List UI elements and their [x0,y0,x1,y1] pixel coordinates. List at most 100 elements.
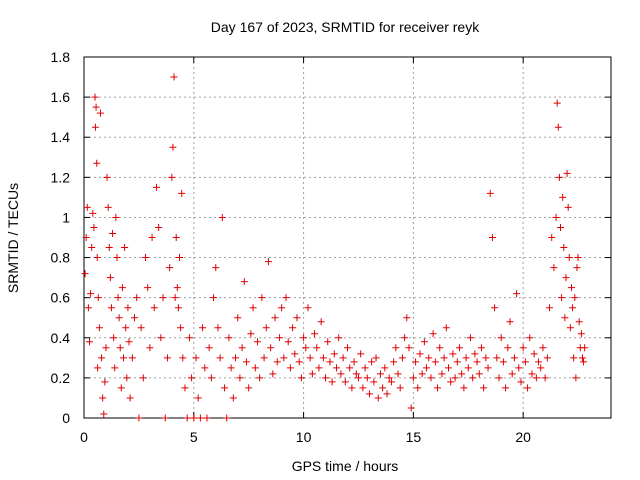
data-point [447,378,455,386]
data-point [374,394,382,402]
data-point [152,183,160,191]
data-point [508,370,516,378]
data-point [267,344,275,352]
y-tick-label: 1.8 [51,49,71,65]
data-point [326,358,334,366]
data-point [212,264,220,272]
data-point [398,354,406,362]
data-point [328,378,336,386]
data-point [176,254,184,262]
data-point [574,254,582,262]
data-point [569,304,577,312]
data-point [128,354,136,362]
data-point [159,294,167,302]
data-point [203,414,211,422]
data-point [420,338,428,346]
data-point [122,324,130,332]
data-point [100,410,108,418]
data-point [169,143,177,151]
x-tick-label: 15 [406,429,422,445]
data-point [361,364,369,372]
data-point [335,334,343,342]
data-point [350,358,358,366]
data-point [289,324,297,332]
data-point [407,404,415,412]
data-point [111,364,119,372]
data-point [513,290,521,298]
data-point [365,390,373,398]
data-point [352,370,360,378]
data-point [493,354,501,362]
data-point [245,384,253,392]
data-point [115,314,123,322]
data-point [207,374,215,382]
data-point [102,344,110,352]
data-point [92,103,100,111]
data-point [104,203,112,211]
data-point [141,254,149,262]
y-tick-label: 0.6 [51,290,71,306]
data-point [221,384,229,392]
data-point [565,254,573,262]
data-point [451,374,459,382]
data-point [101,378,109,386]
data-point [258,294,266,302]
data-point [409,374,417,382]
data-point [558,294,566,302]
data-point [225,334,233,342]
data-point [556,223,564,231]
data-point [379,384,387,392]
data-point [418,370,426,378]
data-point [359,384,367,392]
data-point [504,344,512,352]
data-point [315,364,323,372]
data-point [286,364,294,372]
data-point [572,374,580,382]
data-point [238,344,246,352]
data-point [394,370,402,378]
x-axis-title: GPS time / hours [292,458,399,474]
data-point [535,358,543,366]
data-point [144,284,152,292]
data-point [240,278,248,286]
data-point [344,344,351,352]
data-point [103,173,111,181]
y-tick-label: 1.2 [51,169,71,185]
data-point [218,213,226,221]
data-point [110,334,118,342]
data-point [282,294,290,302]
data-point [172,234,180,241]
data-point [469,374,477,382]
data-point [458,370,466,378]
data-point [370,378,378,386]
data-point [546,304,554,312]
data-point [453,358,461,366]
data-point [427,374,435,382]
data-point [495,374,503,382]
data-point [337,370,345,378]
data-point [372,354,380,362]
data-point [106,274,114,282]
data-point [425,354,433,362]
data-point [170,73,178,81]
data-point [280,354,288,362]
x-tick-label: 5 [190,429,198,445]
data-point [445,364,453,372]
data-point [559,193,567,201]
data-point [553,99,561,107]
y-tick-label: 0.4 [51,330,71,346]
data-point [116,344,124,352]
data-point [306,354,314,362]
data-point [484,364,492,372]
data-point [210,294,218,302]
data-point [256,374,264,382]
data-point [346,364,354,372]
data-point [488,234,496,241]
data-point [133,294,141,302]
data-point [324,338,332,346]
data-point [471,350,479,358]
data-point [333,364,341,372]
data-point [205,344,213,352]
data-point [368,358,376,366]
data-point [477,344,485,352]
